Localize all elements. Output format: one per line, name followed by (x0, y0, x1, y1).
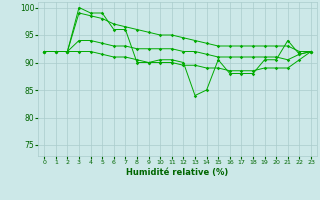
X-axis label: Humidité relative (%): Humidité relative (%) (126, 168, 229, 177)
